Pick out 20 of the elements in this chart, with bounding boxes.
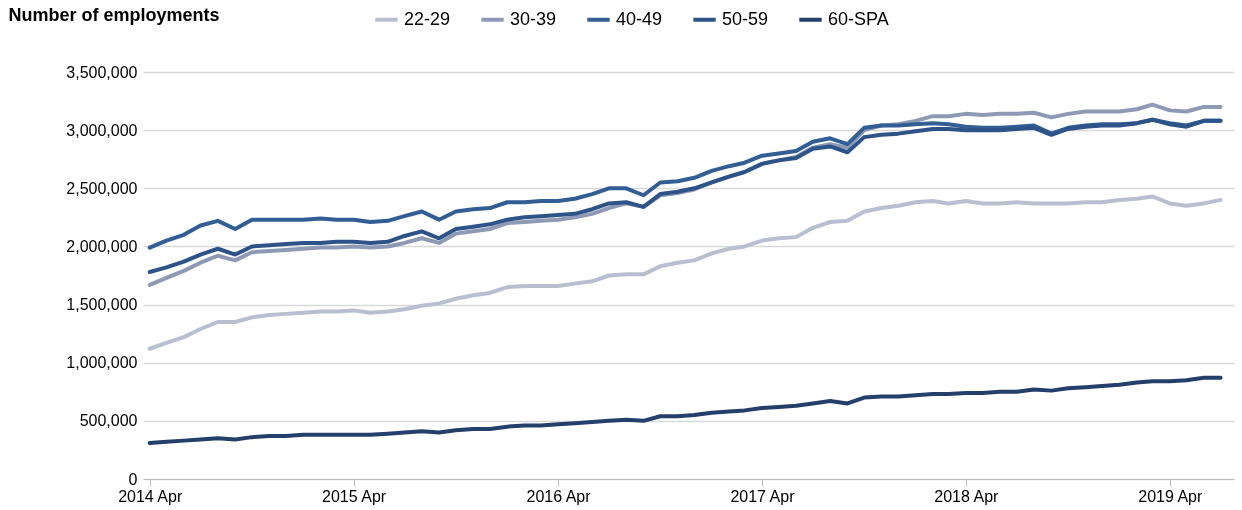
legend-label: 60-SPA bbox=[828, 8, 889, 29]
y-tick-label: 3,000,000 bbox=[66, 121, 138, 139]
y-tick-label: 1,000,000 bbox=[66, 354, 138, 372]
legend-label: 30-39 bbox=[510, 8, 557, 29]
x-tick-label: 2015 Apr bbox=[322, 487, 387, 505]
legend-label: 22-29 bbox=[404, 8, 451, 29]
x-tick-label: 2018 Apr bbox=[934, 487, 1000, 505]
y-tick-label: 2,500,000 bbox=[66, 179, 138, 197]
legend-label: 50-59 bbox=[722, 8, 769, 29]
y-tick-label: 3,500,000 bbox=[66, 63, 138, 81]
y-tick-label: 1,500,000 bbox=[66, 296, 138, 314]
y-axis-title: Number of employments bbox=[8, 4, 220, 25]
x-tick-label: 2014 Apr bbox=[118, 487, 183, 505]
x-tick-label: 2019 Apr bbox=[1138, 487, 1203, 505]
y-tick-label: 0 bbox=[128, 470, 138, 488]
x-tick-label: 2017 Apr bbox=[730, 487, 796, 505]
x-tick-label: 2016 Apr bbox=[526, 487, 592, 505]
legend-label: 40-49 bbox=[616, 8, 663, 29]
y-tick-label: 500,000 bbox=[79, 412, 138, 430]
y-tick-label: 2,000,000 bbox=[66, 237, 138, 255]
